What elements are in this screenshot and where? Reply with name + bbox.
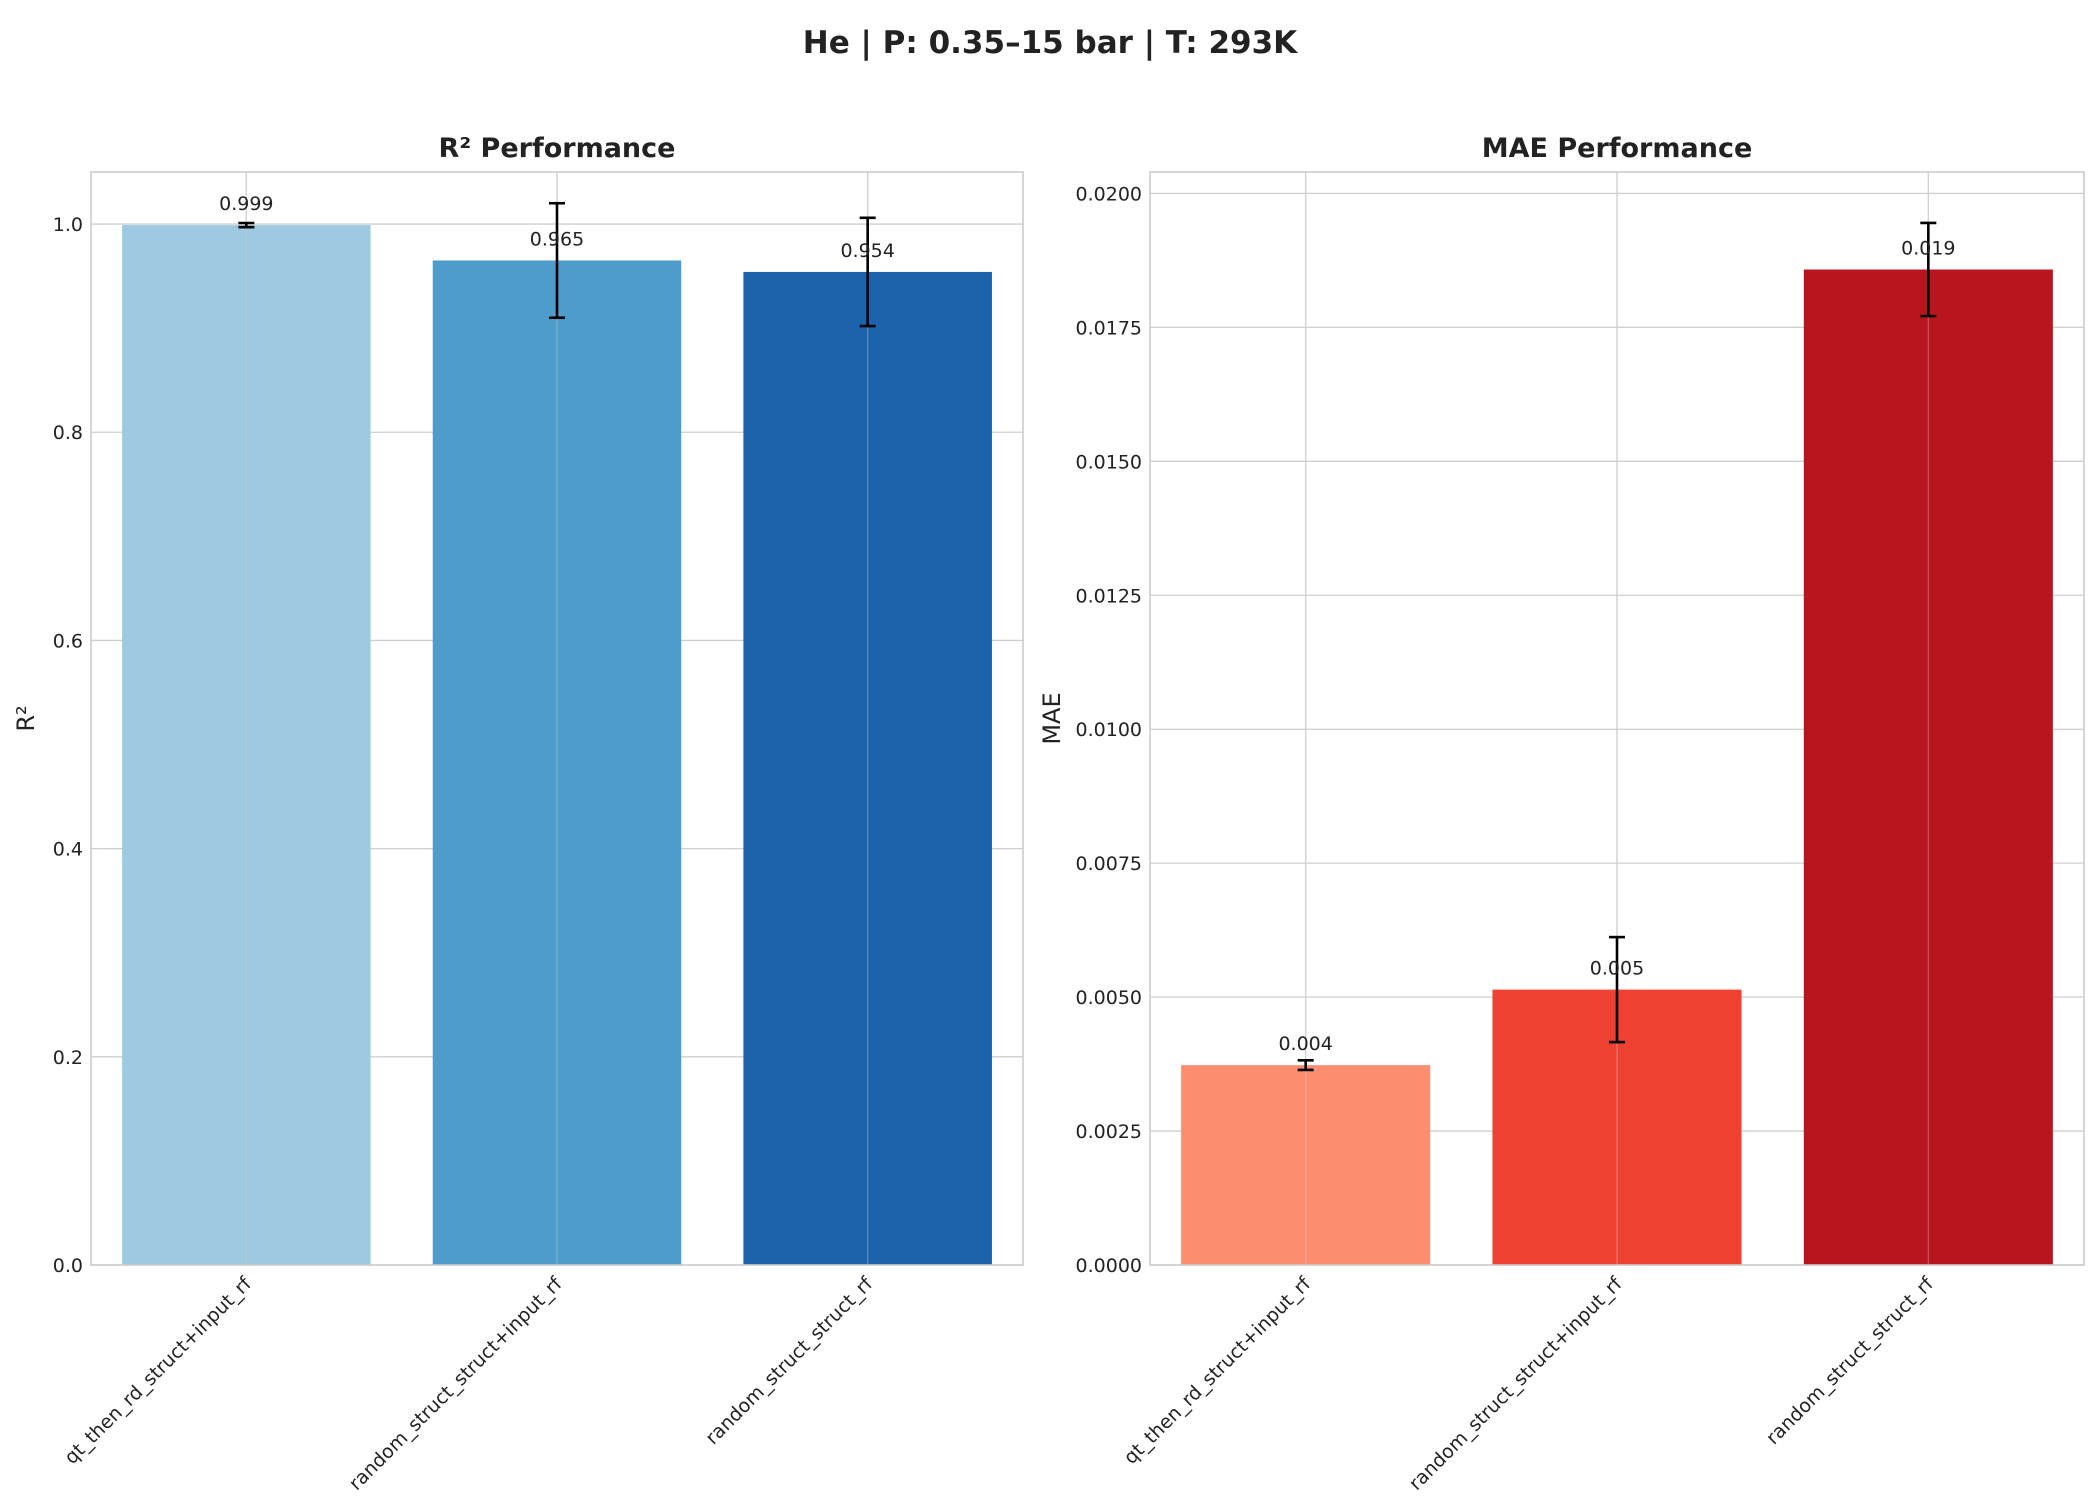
r2-value-label: 0.954	[840, 240, 894, 262]
r2-title: R² Performance	[439, 133, 676, 164]
r2-ylabel: R²	[12, 705, 40, 731]
r2-ytick-label: 0.8	[53, 422, 83, 444]
r2-ytick-label: 0.4	[53, 839, 83, 861]
r2-xtick-label: random_struct_struct_rf	[701, 1272, 878, 1449]
mae-xtick-label: qt_then_rd_struct+input_rf	[1120, 1272, 1317, 1469]
r2-ytick-label: 0.0	[53, 1255, 83, 1277]
mae-panel: 0.0000 0.0025 0.0050 0.0075 0.0100 0.0125 0.01…	[1038, 133, 2085, 1495]
r2-xtick-label: qt_then_rd_struct+input_rf	[60, 1272, 257, 1469]
mae-ytick-label: 0.0100	[1076, 719, 1142, 741]
mae-bar	[1803, 269, 2053, 1265]
mae-axes-frame	[1149, 171, 2085, 1266]
mae-ytick-label: 0.0025	[1076, 1121, 1142, 1143]
r2-xtick-label: random_struct_struct+input_rf	[345, 1272, 568, 1495]
mae-ytick-label: 0.0150	[1076, 451, 1142, 473]
mae-title: MAE Performance	[1482, 133, 1753, 164]
r2-value-label: 0.999	[219, 193, 273, 215]
r2-ytick-label: 1.0	[53, 214, 83, 236]
r2-bar	[122, 225, 371, 1265]
r2-value-label: 0.965	[530, 228, 584, 250]
r2-bar	[432, 260, 682, 1265]
mae-xtick-label: random_struct_struct+input_rf	[1405, 1272, 1628, 1495]
mae-ytick-label: 0.0050	[1076, 987, 1142, 1009]
r2-bar	[743, 271, 992, 1266]
mae-ytick-label: 0.0075	[1076, 853, 1142, 875]
mae-ytick-label: 0.0125	[1076, 585, 1142, 607]
r2-panel: 0.0 0.2 0.4 0.6 0.8 1.0 0.999 0.965 0.954 R² Perf…	[12, 133, 1024, 1495]
mae-ylabel: MAE	[1038, 692, 1066, 744]
mae-ytick-label: 0.0175	[1076, 317, 1142, 339]
r2-ytick-label: 0.6	[53, 630, 83, 652]
mae-value-label: 0.019	[1901, 238, 1955, 260]
r2-ytick-label: 0.2	[53, 1047, 83, 1069]
mae-ytick-label: 0.0000	[1076, 1255, 1142, 1277]
mae-bar	[1181, 1065, 1431, 1265]
mae-ytick-label: 0.0200	[1076, 183, 1142, 205]
mae-value-label: 0.005	[1590, 958, 1644, 980]
figure-title: He | P: 0.35–15 bar | T: 293K	[803, 25, 1298, 61]
mae-xtick-label: random_struct_struct_rf	[1762, 1272, 1939, 1449]
mae-value-label: 0.004	[1278, 1033, 1332, 1055]
r2-axes-frame	[90, 171, 1024, 1266]
